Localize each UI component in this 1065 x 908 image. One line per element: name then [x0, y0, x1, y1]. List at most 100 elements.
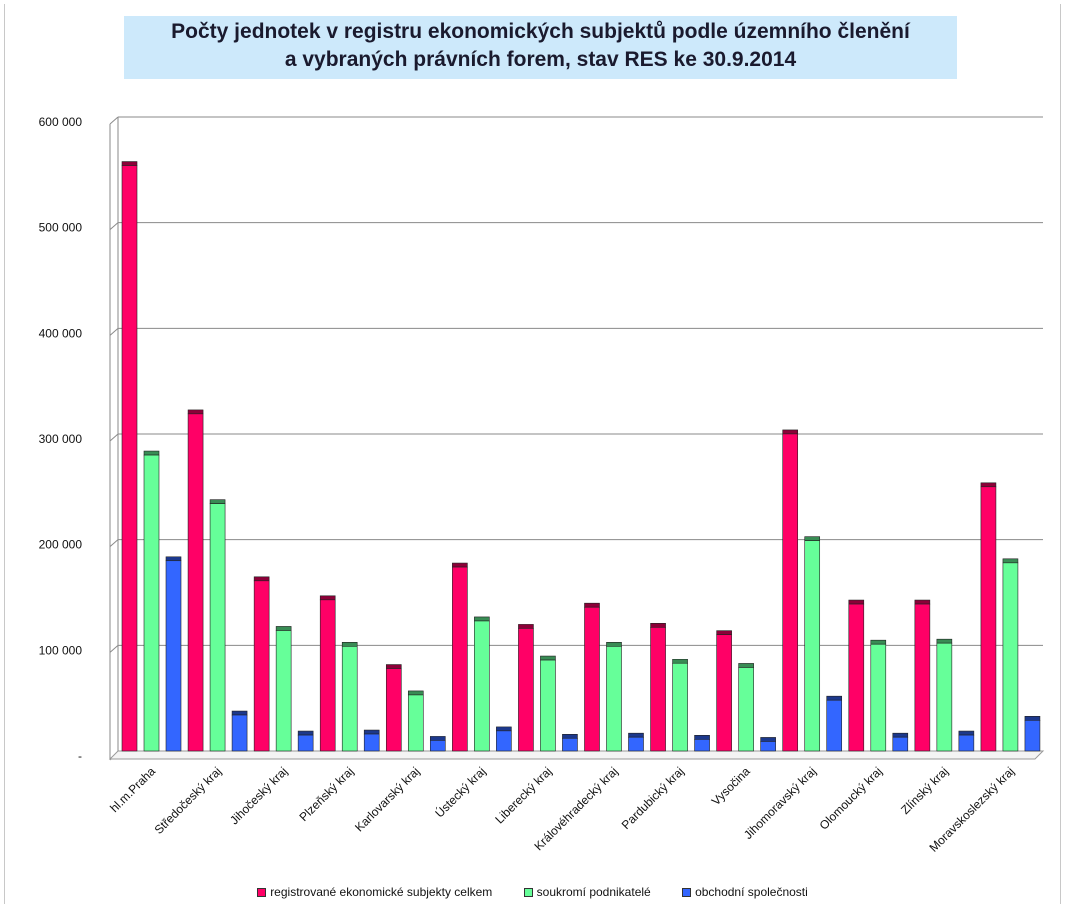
bar-top	[231, 710, 248, 716]
bar	[870, 643, 887, 752]
bar-top	[429, 736, 446, 741]
gridline-side	[109, 539, 119, 548]
bar	[628, 736, 644, 752]
x-tick-label: hl.m.Praha	[107, 764, 158, 815]
bar	[275, 630, 292, 752]
bar	[209, 503, 226, 752]
legend-label-podnikatele: soukromí podnikatelé	[536, 884, 651, 899]
y-tick-label: 600 000	[39, 115, 83, 129]
bar-top	[958, 730, 975, 736]
legend-item-spolecnosti: obchodní společnosti	[682, 885, 808, 899]
gridline-side	[109, 222, 119, 231]
x-tick-label: Plzeňský kraj	[296, 764, 356, 824]
chart-title-box: Počty jednotek v registru ekonomických s…	[124, 16, 957, 79]
bar	[319, 599, 336, 752]
gridline-side	[109, 116, 119, 125]
bar-top	[385, 664, 402, 669]
bar-top	[584, 602, 600, 608]
gridline-side	[109, 644, 119, 653]
bar-top	[253, 576, 270, 582]
y-tick-label: 500 000	[39, 221, 83, 235]
bar	[231, 714, 248, 752]
x-tick-label: Vysočina	[709, 764, 753, 808]
y-tick-label: 100 000	[39, 643, 83, 657]
bar-top	[870, 639, 887, 645]
bar-top	[892, 732, 909, 738]
bar	[782, 433, 799, 752]
bar-top	[209, 499, 226, 504]
x-tick-label: Liberecký kraj	[492, 764, 554, 826]
bar	[584, 606, 600, 752]
bar-top	[804, 536, 821, 541]
y-tick-label: -	[78, 749, 82, 763]
bar-top	[738, 663, 754, 668]
bar-top	[694, 735, 710, 740]
bar	[187, 413, 204, 752]
bar	[253, 580, 270, 752]
bar	[804, 540, 821, 752]
bar	[1002, 562, 1019, 752]
bar-top	[143, 450, 160, 456]
bar-top	[496, 726, 512, 732]
bar	[540, 659, 556, 752]
bar	[297, 734, 314, 752]
chart-title: Počty jednotek v registru ekonomických s…	[171, 20, 910, 43]
bar-top	[474, 616, 490, 622]
bar-top	[363, 729, 380, 735]
legend-item-podnikatele: soukromí podnikatelé	[523, 884, 651, 899]
chart-subtitle: a vybraných právních forem, stav RES ke …	[284, 48, 797, 71]
bar	[165, 560, 182, 752]
bar-top	[407, 690, 424, 696]
bar	[738, 667, 754, 752]
bar	[892, 736, 909, 752]
bar-top	[297, 730, 314, 736]
bar	[1024, 719, 1041, 752]
y-tick-label: 400 000	[39, 326, 83, 340]
legend-item-celkem: registrované ekonomické subjekty celkem	[257, 885, 492, 899]
bar-top	[936, 638, 953, 644]
bar	[980, 486, 997, 752]
bar	[341, 646, 358, 752]
bar	[694, 739, 710, 752]
bar-top	[1002, 558, 1019, 564]
x-tick-label: Jihočeský kraj	[227, 764, 290, 827]
chart-frame	[4, 4, 1061, 904]
bar-top	[562, 733, 578, 739]
bar	[496, 730, 512, 752]
x-tick-label: Olomoucký kraj	[817, 764, 885, 832]
x-tick-label: Ústecký kraj	[432, 764, 489, 821]
bar	[474, 620, 490, 752]
bar	[429, 740, 446, 752]
x-tick-label: Karlovarský kraj	[352, 764, 422, 834]
gridline-side	[109, 327, 119, 336]
bar	[385, 668, 402, 752]
chart-floor	[108, 750, 1045, 760]
bar-top	[1024, 715, 1041, 721]
bar	[518, 628, 534, 752]
bar	[143, 454, 160, 752]
bar-top	[165, 556, 182, 562]
bar-top	[782, 429, 799, 435]
bar	[650, 627, 666, 752]
legend-label-celkem: registrované ekonomické subjekty celkem	[270, 884, 493, 899]
bar-top	[628, 732, 644, 738]
bar-top	[650, 623, 666, 628]
bar	[121, 165, 138, 752]
bar	[363, 733, 380, 752]
bar-top	[341, 642, 358, 647]
legend-label-spolecnosti: obchodní společnosti	[695, 884, 808, 899]
x-tick-label: Zlínský kraj	[898, 764, 951, 817]
bar	[958, 734, 975, 752]
legend-swatch-podnikatele	[523, 887, 533, 897]
bar	[716, 634, 732, 752]
bar	[562, 737, 578, 752]
legend-swatch-celkem	[257, 887, 267, 897]
y-tick-label: 200 000	[39, 538, 83, 552]
bar	[848, 603, 865, 752]
bar-top	[848, 599, 865, 605]
y-tick-label: 300 000	[39, 432, 83, 446]
bar-top	[826, 695, 843, 701]
x-tick-label: Středočeský kraj	[152, 764, 225, 837]
bar-top	[760, 737, 776, 742]
bar-top	[187, 409, 204, 415]
